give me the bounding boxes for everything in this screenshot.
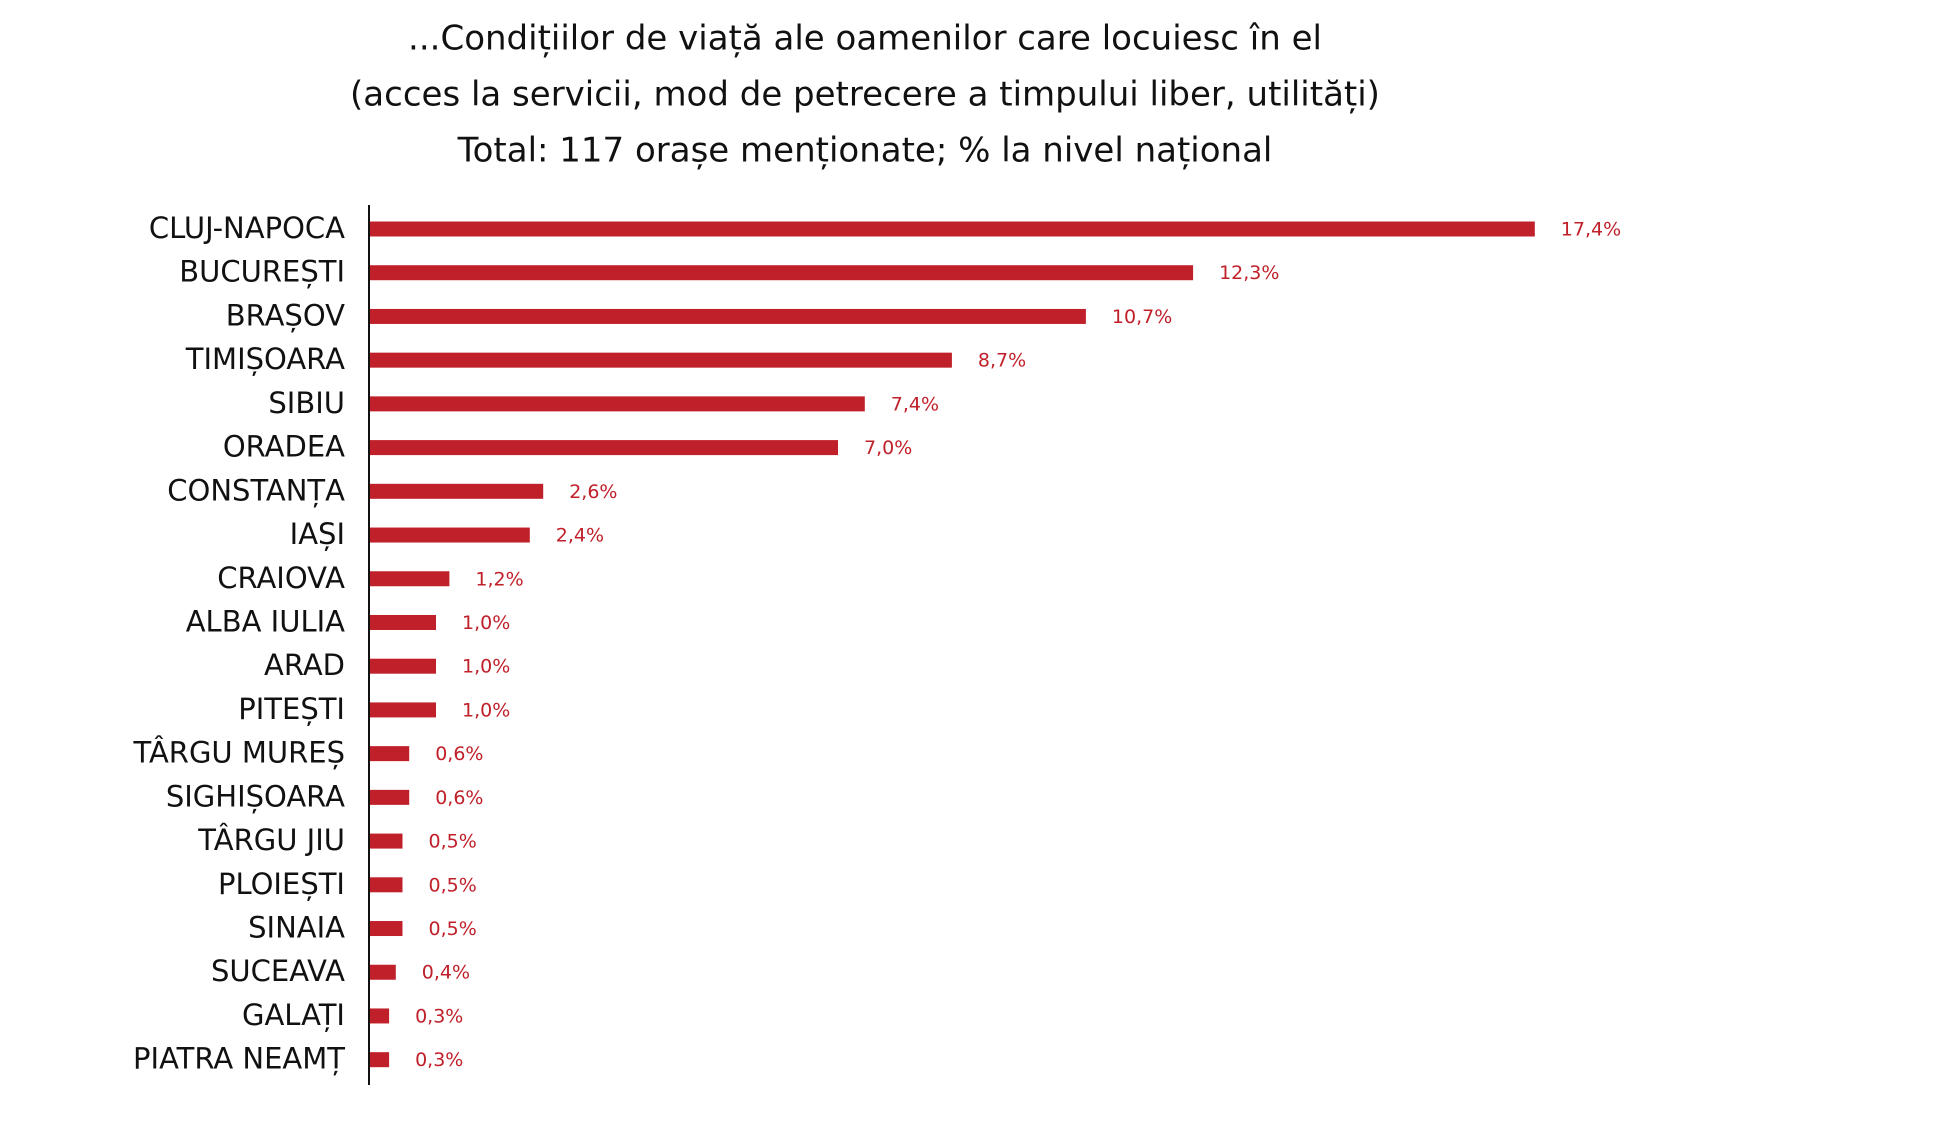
chart-title-line-3: Total: 117 orașe menționate; % la nivel … (457, 131, 1273, 171)
value-label: 0,4% (422, 962, 470, 984)
bar (369, 1052, 390, 1068)
value-label: 0,6% (435, 743, 483, 765)
chart-title-line-1: ...Condițiilor de viață ale oamenilor ca… (408, 19, 1322, 59)
value-label: 8,7% (978, 350, 1026, 372)
value-label: 7,4% (891, 393, 939, 415)
value-label: 0,6% (435, 787, 483, 809)
category-label: IAȘI (290, 517, 345, 551)
category-label: PLOIEȘTI (218, 867, 345, 901)
category-label: PITEȘTI (238, 692, 345, 726)
bar (369, 396, 865, 412)
bar (369, 483, 544, 499)
bar (369, 746, 410, 762)
value-label: 0,3% (415, 1049, 463, 1071)
category-label: SIBIU (268, 386, 345, 420)
bar (369, 833, 403, 849)
category-label: TÂRGU JIU (197, 823, 345, 857)
value-label: 7,0% (864, 437, 912, 459)
bar (369, 964, 396, 980)
bar (369, 527, 530, 543)
value-label: 2,6% (569, 481, 617, 503)
category-label: ARAD (264, 648, 345, 682)
category-label: ALBA IULIA (186, 604, 345, 638)
chart-title-line-2: (acces la servicii, mod de petrecere a t… (350, 75, 1380, 115)
value-label: 12,3% (1219, 262, 1279, 284)
bar (369, 702, 436, 718)
category-label: TIMIȘOARA (185, 342, 345, 376)
bar (369, 221, 1535, 237)
category-label: CONSTANȚA (167, 473, 345, 507)
bar (369, 789, 410, 805)
value-label: 2,4% (556, 525, 604, 547)
value-label: 1,0% (462, 656, 510, 678)
category-label: BUCUREȘTI (179, 255, 345, 289)
bars (369, 221, 1535, 1068)
value-label: 17,4% (1561, 219, 1621, 241)
category-labels: CLUJ-NAPOCA BUCUREȘTI BRAȘOV TIMIȘOARA SIBIU… (133, 211, 346, 1076)
chart-title: ...Condițiilor de viață ale oamenilor ca… (350, 19, 1380, 171)
bar (369, 614, 436, 630)
bar (369, 1008, 390, 1024)
value-label: 1,0% (462, 699, 510, 721)
category-label: TÂRGU MUREȘ (133, 736, 346, 770)
category-label: BRAȘOV (226, 298, 345, 332)
bar (369, 265, 1194, 281)
value-label: 0,5% (429, 874, 477, 896)
category-label: CLUJ-NAPOCA (149, 211, 345, 245)
bar (369, 308, 1086, 324)
value-labels: 17,4% 12,3% 10,7% 8,7% 7,4% 7,0% 2,6% 2,4% 1,2% 1… (415, 219, 1621, 1072)
category-label: SINAIA (248, 911, 345, 945)
category-label: SIGHIȘOARA (166, 779, 345, 813)
value-label: 1,0% (462, 612, 510, 634)
category-label: GALAȚI (242, 998, 345, 1032)
bar (369, 571, 450, 587)
category-label: PIATRA NEAMȚ (133, 1042, 345, 1076)
value-label: 1,2% (475, 568, 523, 590)
value-label: 0,5% (429, 831, 477, 853)
bar (369, 658, 436, 674)
category-label: SUCEAVA (211, 954, 345, 988)
bar (369, 440, 838, 456)
bar (369, 352, 952, 368)
value-label: 0,5% (429, 918, 477, 940)
bar (369, 877, 403, 893)
category-label: CRAIOVA (217, 561, 345, 595)
value-label: 10,7% (1112, 306, 1172, 328)
value-label: 0,3% (415, 1005, 463, 1027)
bar (369, 921, 403, 937)
category-label: ORADEA (223, 430, 345, 464)
